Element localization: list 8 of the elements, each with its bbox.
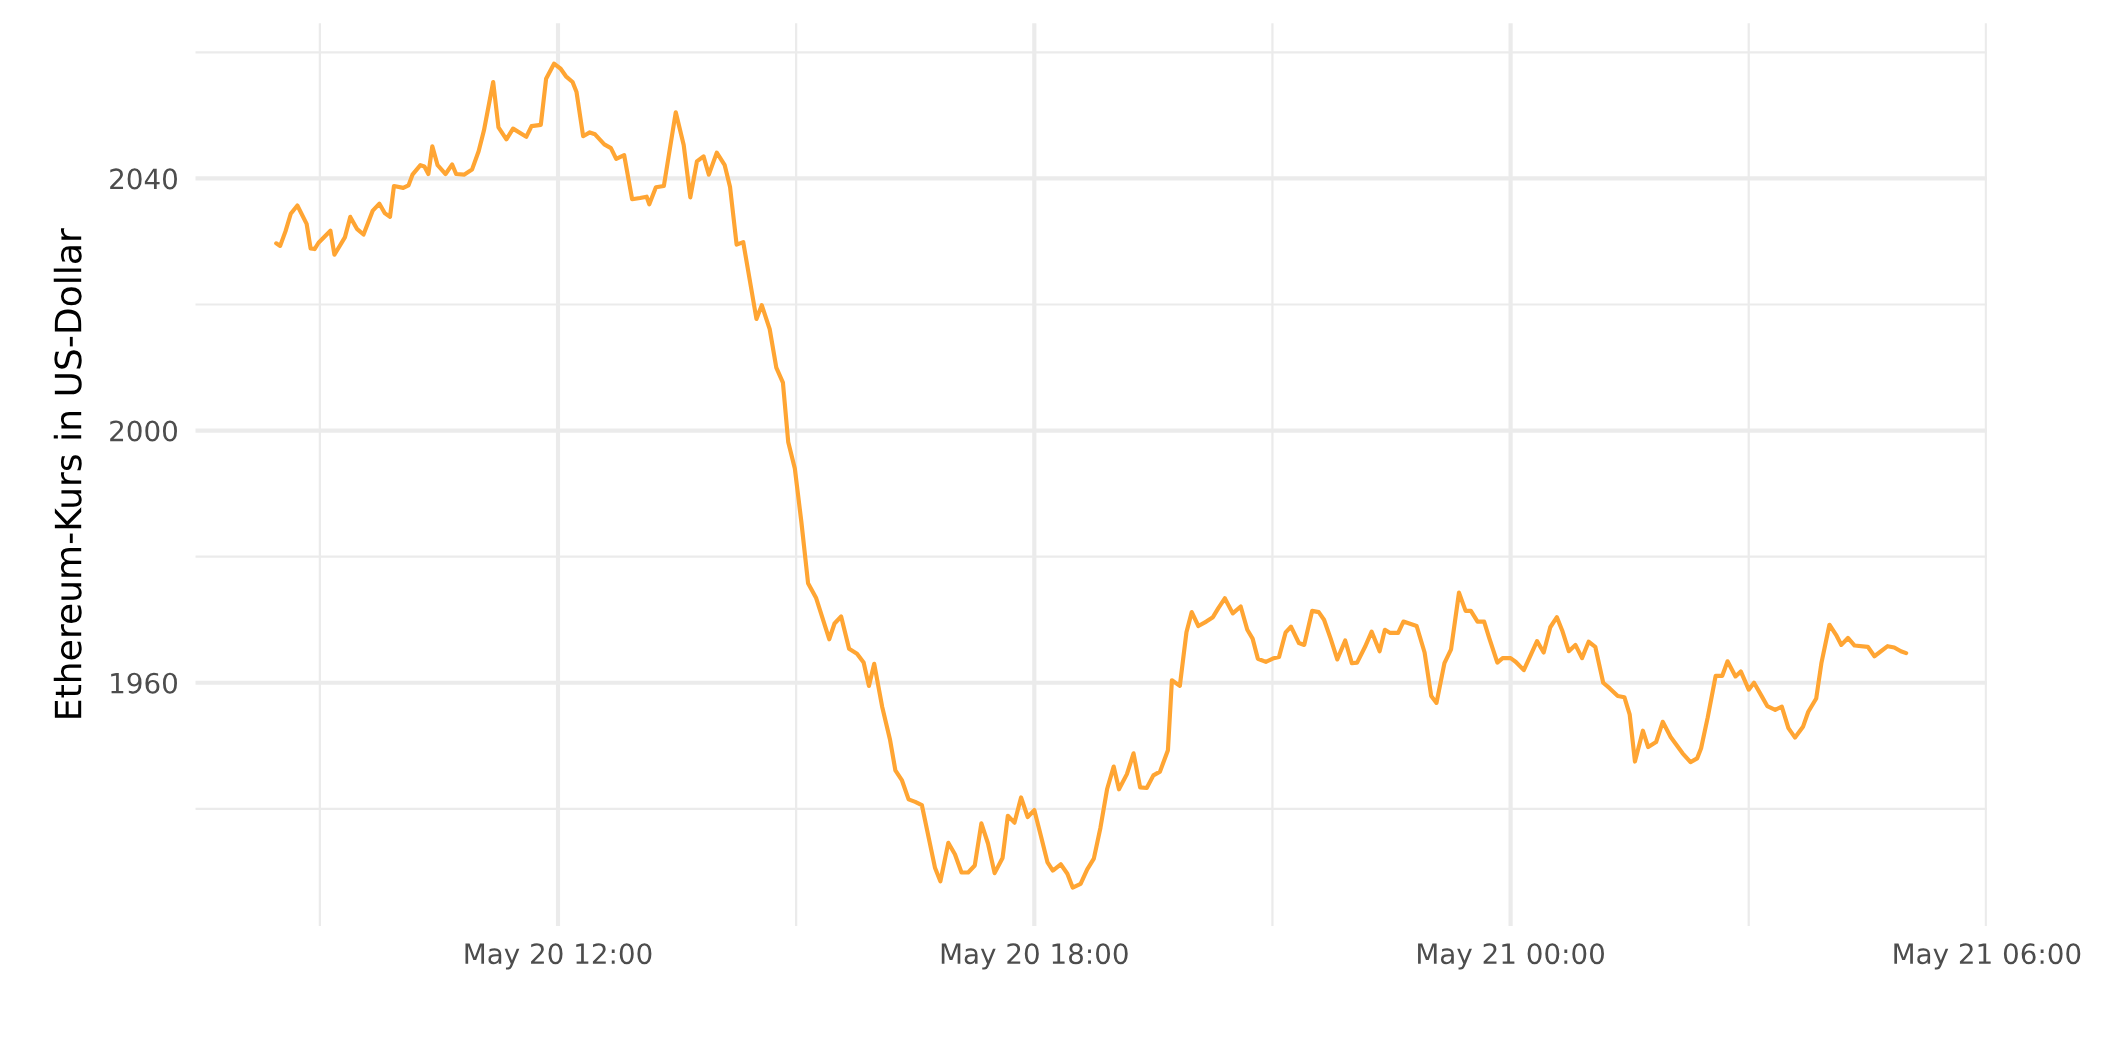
y-tick-label: 2040 [110,168,177,190]
y-axis-title: Ethereum-Kurs in US-Dollar [53,228,82,718]
x-tick-label: May 21 06:00 [1894,943,2081,970]
x-tick-label: May 20 18:00 [941,943,1128,970]
y-tick-label: 2000 [110,420,177,442]
x-tick-label: May 20 12:00 [465,943,652,970]
y-tick-label: 1960 [111,672,177,694]
x-tick-label: May 21 00:00 [1418,943,1604,970]
